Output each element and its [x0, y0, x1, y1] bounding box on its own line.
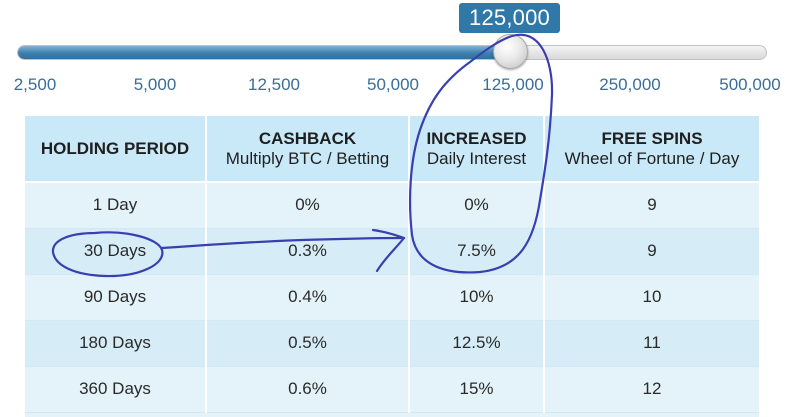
slider-handle[interactable] — [493, 34, 528, 69]
slider-tick-label[interactable]: 5,000 — [133, 75, 177, 94]
header-holding-period: HOLDING PERIOD — [25, 116, 207, 183]
cell-free-spins: 12 — [544, 366, 759, 413]
cell-free-spins: 11 — [544, 320, 759, 367]
cell-daily-interest: 7.5% — [409, 228, 545, 275]
cell-holding-period: 360 Days — [25, 366, 207, 413]
header-subtitle: Wheel of Fortune / Day — [564, 148, 740, 168]
table-row: 1 Day 0% 0% 9 — [25, 182, 759, 229]
table-header-row: HOLDING PERIOD CASHBACK Multiply BTC / B… — [25, 116, 759, 183]
slider-tick-label[interactable]: 500,000 — [719, 75, 781, 94]
table-row: 180 Days 0.5% 12.5% 11 — [25, 320, 759, 367]
header-title: INCREASED — [426, 128, 527, 148]
header-increased: INCREASED Daily Interest — [409, 116, 545, 183]
table-row: 30 Days 0.3% 7.5% 9 — [25, 228, 759, 275]
cell-holding-period: 90 Days — [25, 274, 207, 321]
header-title: CASHBACK — [258, 128, 357, 148]
slider-fill — [18, 46, 511, 59]
slider-tick-label[interactable]: 250,000 — [599, 75, 661, 94]
cell-cashback: 0.4% — [206, 274, 410, 321]
cell-holding-period: 180 Days — [25, 320, 207, 367]
slider-tick-label[interactable]: 50,000 — [367, 75, 419, 94]
cell-holding-period: 1 Day — [25, 182, 207, 229]
cell-free-spins: 9 — [544, 182, 759, 229]
cell-free-spins: 10 — [544, 274, 759, 321]
cell-daily-interest: 0% — [409, 182, 545, 229]
cell-daily-interest: 15% — [409, 366, 545, 413]
cell-daily-interest: 12.5% — [409, 320, 545, 367]
slider-tick-label[interactable]: 125,000 — [482, 75, 544, 94]
table-row: 90 Days 0.4% 10% 10 — [25, 274, 759, 321]
slider-tick-label[interactable]: 2,500 — [13, 75, 57, 94]
cell-holding-period: 30 Days — [25, 228, 207, 275]
cell-cashback: 0.3% — [206, 228, 410, 275]
cell-free-spins: 9 — [544, 228, 759, 275]
header-subtitle: Daily Interest — [426, 148, 527, 168]
cell-cashback: 0.6% — [206, 366, 410, 413]
header-cashback: CASHBACK Multiply BTC / Betting — [206, 116, 410, 183]
table-row: 360 Days 0.6% 15% 12 — [25, 366, 759, 413]
cell-cashback: 0% — [206, 182, 410, 229]
deposit-amount-slider[interactable] — [17, 45, 767, 60]
header-title: HOLDING PERIOD — [40, 138, 190, 158]
slider-tick-label[interactable]: 12,500 — [248, 75, 300, 94]
header-free-spins: FREE SPINS Wheel of Fortune / Day — [544, 116, 759, 183]
header-title: FREE SPINS — [601, 128, 703, 148]
benefits-table: HOLDING PERIOD CASHBACK Multiply BTC / B… — [25, 116, 759, 417]
cell-cashback: 0.5% — [206, 320, 410, 367]
header-subtitle: Multiply BTC / Betting — [225, 148, 390, 168]
cell-daily-interest: 10% — [409, 274, 545, 321]
slider-value-badge: 125,000 — [459, 3, 560, 33]
